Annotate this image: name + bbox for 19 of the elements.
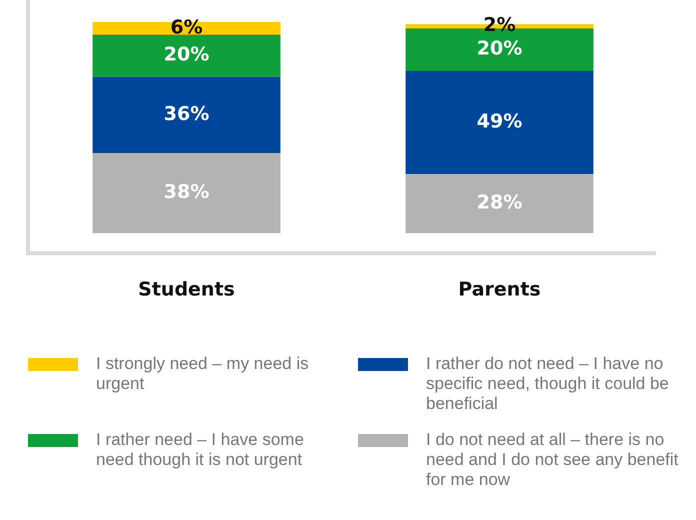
legend-label: I do not need at all – there is no need and I do not see any benefit for me now xyxy=(426,430,680,490)
x-tick-label: Students xyxy=(138,278,235,301)
data-label: 20% xyxy=(164,44,210,66)
data-label: 36% xyxy=(164,102,210,125)
bar xyxy=(92,152,280,234)
data-label: 28% xyxy=(476,192,522,214)
data-label: 49% xyxy=(476,110,522,132)
bar xyxy=(406,70,594,174)
data-label: 2% xyxy=(483,14,516,36)
legend-label: I rather need – I have some need though it is not urgent xyxy=(96,430,305,470)
legend-label: I strongly need – my need is urgent xyxy=(96,354,310,394)
data-label: 20% xyxy=(476,37,522,60)
bar xyxy=(92,34,280,77)
data-label: 38% xyxy=(164,181,210,204)
bar xyxy=(406,174,594,234)
x-tick-label: Parents xyxy=(458,278,541,301)
legend-label: I rather do not need – I have no specific need, though it could be beneficial xyxy=(426,354,670,414)
data-label: 6% xyxy=(170,16,203,38)
bar xyxy=(92,76,280,153)
